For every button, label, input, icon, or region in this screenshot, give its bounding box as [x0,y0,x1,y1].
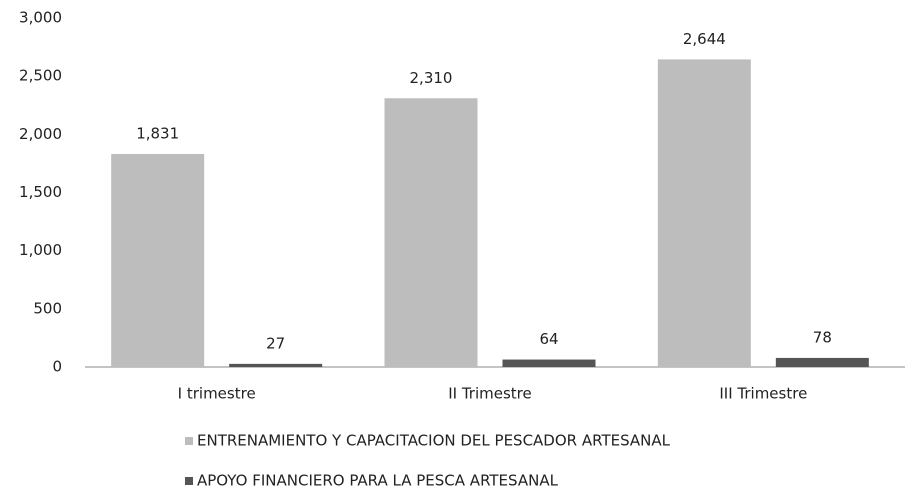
bar [502,359,596,367]
x-tick-label: I trimestre [178,385,256,403]
y-tick-label: 2,500 [19,67,62,85]
y-tick-label: 3,000 [19,9,62,27]
bar [775,357,869,367]
y-tick-label: 1,500 [19,183,62,201]
bar [229,363,323,367]
value-label: 2,310 [410,69,453,87]
legend-swatch [185,477,193,485]
value-label: 1,831 [136,124,179,142]
y-tick-label: 2,000 [19,125,62,143]
value-label: 27 [266,334,285,352]
value-label: 2,644 [683,30,726,48]
value-label: 64 [539,330,558,348]
x-tick-label: III Trimestre [719,385,807,403]
value-label: 78 [813,328,832,346]
y-tick-label: 0 [52,358,62,376]
legend-label: ENTRENAMIENTO Y CAPACITACION DEL PESCADO… [197,432,671,450]
legend-label: APOYO FINANCIERO PARA LA PESCA ARTESANAL [197,472,559,490]
bar [111,153,205,367]
x-tick-label: II Trimestre [448,385,532,403]
legend-swatch [185,437,193,445]
bar [657,59,751,367]
y-tick-label: 500 [33,299,62,317]
bar [384,98,478,368]
y-tick-label: 1,000 [19,241,62,259]
